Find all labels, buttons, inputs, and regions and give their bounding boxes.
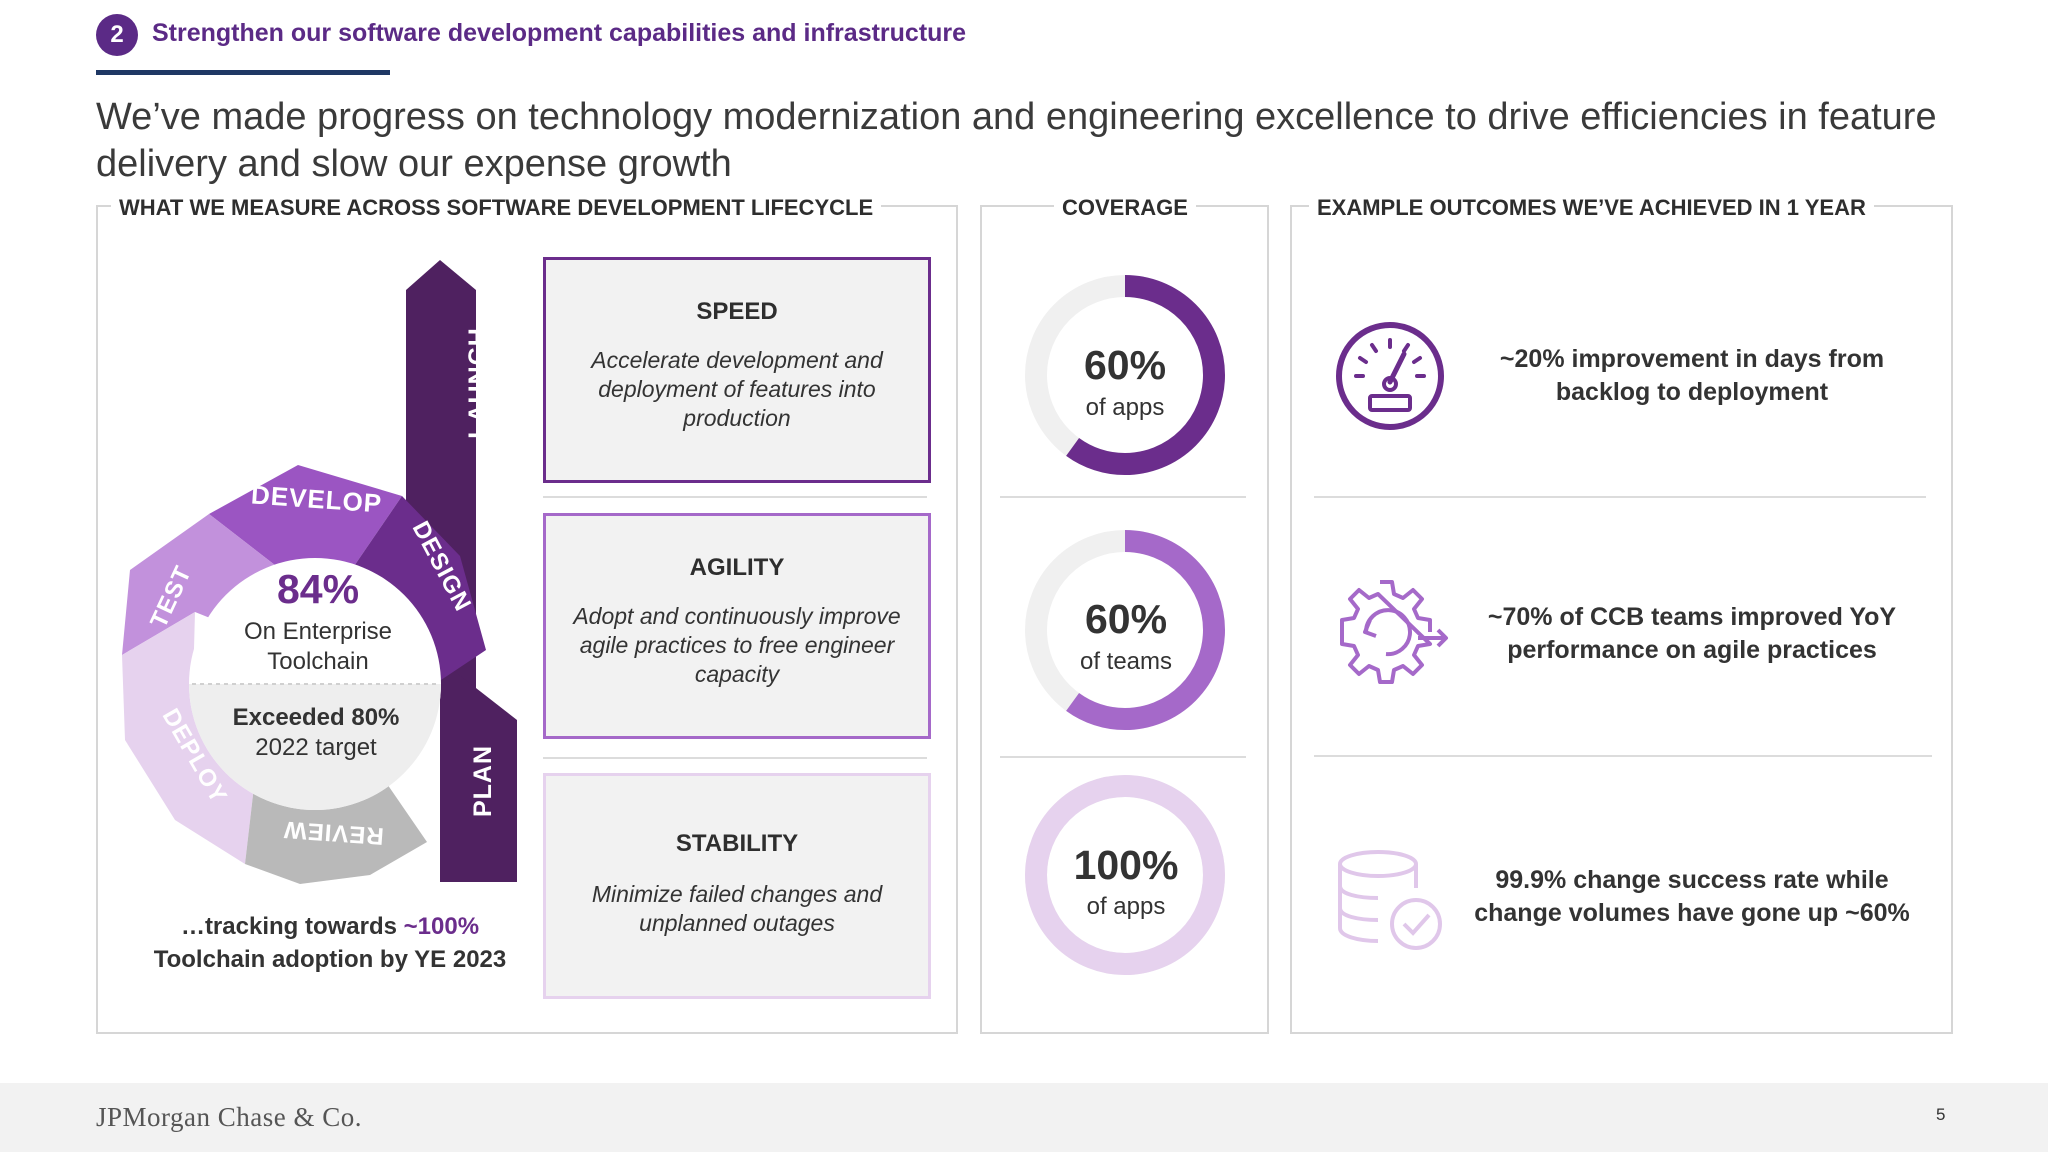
outcome-line: backlog to deployment (1555, 378, 1829, 406)
tracking-line2: Toolchain adoption by YE 2023 (153, 946, 507, 973)
wheel-center-lower (189, 684, 441, 810)
tracking-prefix: …tracking towards (180, 913, 404, 940)
coverage-ring-1 (1025, 275, 1225, 475)
stability-desc-line: Minimize failed changes and (591, 881, 883, 907)
stability-card-title: STABILITY (675, 830, 799, 857)
speed-desc-line: deployment of features into (598, 376, 876, 402)
wheel-center-line1: On Enterprise (243, 618, 393, 645)
coverage-rings (1025, 275, 1225, 975)
stability-card-desc: Minimize failed changes and unplanned ou… (546, 880, 928, 938)
coverage-value-3: 100% (1073, 842, 1179, 888)
speed-desc-line: production (683, 405, 791, 431)
wheel-segment-deploy (122, 612, 255, 864)
card-divider (543, 496, 927, 498)
stability-card: STABILITY Minimize failed changes and un… (543, 773, 931, 999)
coverage-value-1: 60% (1083, 342, 1167, 388)
wheel-segment-develop (209, 465, 402, 572)
wheel-center-value: 84% (276, 566, 360, 612)
speedometer-icon (1336, 322, 1444, 430)
measure-panel-label: WHAT WE MEASURE ACROSS SOFTWARE DEVELOPM… (111, 195, 882, 221)
outcome-line: 99.9% change success rate while (1495, 866, 1889, 894)
section-title: Strengthen our software development capa… (152, 19, 967, 47)
outcomes-panel-label: EXAMPLE OUTCOMES WE’VE ACHIEVED IN 1 YEA… (1309, 195, 1874, 221)
speed-card-desc: Accelerate development and deployment of… (546, 346, 928, 433)
coverage-panel-label: COVERAGE (1054, 195, 1196, 221)
wheel-lower-line2: 2022 target (255, 734, 377, 761)
outcome-divider (1314, 755, 1932, 757)
outcome-line: performance on agile practices (1507, 636, 1877, 664)
outcome-text-2: ~70% of CCB teams improved YoY performan… (1462, 601, 1922, 667)
page-headline: We’ve made progress on technology modern… (96, 96, 1937, 185)
wheel-segment-design (350, 496, 486, 682)
section-number-badge: 2 (96, 14, 138, 56)
wheel-segment-test (122, 514, 280, 655)
outcome-text-3: 99.9% change success rate while change v… (1462, 864, 1922, 930)
footer-bar (0, 1083, 2048, 1152)
database-check-icon (1338, 850, 1442, 950)
gear-cycle-icon (1340, 580, 1448, 684)
outcome-text-1: ~20% improvement in days from backlog to… (1462, 343, 1922, 409)
speed-card: SPEED Accelerate development and deploym… (543, 257, 931, 483)
sdlc-wheel-diagram: LAUNCH PLAN DEVELOP DESIGN TEST DEPLOY R… (122, 260, 517, 884)
page-number: 5 (1936, 1105, 1946, 1124)
agility-desc-line: agile practices to free engineer (579, 632, 895, 658)
outcome-line: ~70% of CCB teams improved YoY (1487, 603, 1897, 631)
agility-desc-line: capacity (694, 661, 780, 687)
outcome-divider (1314, 496, 1926, 498)
outcome-line: change volumes have gone up ~60% (1474, 899, 1910, 927)
launch-arrow-label: LAUNCH (464, 327, 492, 439)
wheel-center-line2: Toolchain (267, 648, 369, 675)
title-underline (96, 70, 390, 75)
agility-card-title: AGILITY (689, 554, 785, 581)
stability-desc-line: unplanned outages (639, 910, 835, 936)
card-divider (543, 757, 927, 759)
company-logo: JPMorgan Chase & Co. (96, 1102, 363, 1132)
speed-desc-line: Accelerate development and (591, 347, 883, 373)
tracking-line1: …tracking towards ~100% (120, 913, 540, 941)
coverage-label-2: of teams (1079, 648, 1173, 675)
agility-card-desc: Adopt and continuously improve agile pra… (546, 602, 928, 689)
tracking-highlight: ~100% (403, 913, 480, 940)
agility-card: AGILITY Adopt and continuously improve a… (543, 513, 931, 739)
wheel-lower-line1: Exceeded 80% (232, 704, 400, 731)
speed-card-title: SPEED (696, 298, 778, 325)
coverage-label-3: of apps (1086, 893, 1166, 920)
coverage-value-2: 60% (1084, 596, 1168, 642)
agility-desc-line: Adopt and continuously improve (573, 603, 901, 629)
coverage-divider (1000, 496, 1246, 498)
plan-arrow (440, 660, 517, 882)
outcome-line: ~20% improvement in days from (1499, 345, 1885, 373)
coverage-ring-3 (1025, 775, 1225, 975)
coverage-divider (1000, 756, 1246, 758)
plan-arrow-label: PLAN (469, 745, 497, 817)
coverage-ring-2 (1025, 530, 1225, 730)
coverage-label-1: of apps (1085, 394, 1165, 421)
